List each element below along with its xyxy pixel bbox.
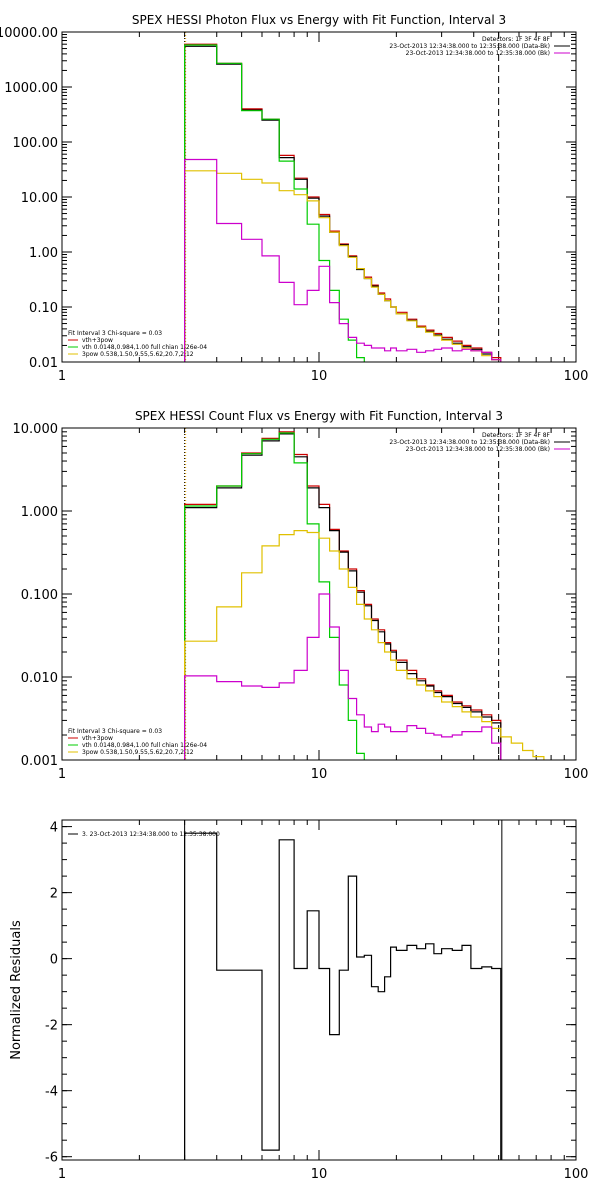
- photon-legend-left-text: vth+3pow: [82, 337, 113, 344]
- count-legend-left-text: 3pow 0.538,1.50,9.55,5.62,20.7,2.12: [82, 749, 194, 756]
- residual-plot-area: [184, 820, 503, 1160]
- photon-legend-right-text: 23-Oct-2013 12:34:38.000 to 12:35:38.000…: [389, 43, 550, 50]
- count-series-4-line: [184, 593, 502, 760]
- residual-x-tick-label: 100: [564, 1167, 589, 1182]
- count-legend-left-text: vth+3pow: [82, 735, 113, 742]
- residual-x-tick-label: 1: [58, 1167, 66, 1182]
- count-y-axis: 0.001 0.010 0.100 1.000 10.000: [13, 422, 576, 769]
- count-legend-left-text: vth 0.0148,0.984,1.00 full chian 1.26e-0…: [82, 742, 207, 749]
- photon-x-tick-label: 100: [564, 369, 589, 384]
- count-y-tick-label: 1.000: [21, 505, 58, 520]
- photon-y-tick-label: 0.10: [29, 301, 58, 316]
- count-legend-right-text: 23-Oct-2013 12:34:38.000 to 12:35:38.000…: [406, 446, 550, 453]
- residual-y-axis-label: Normalized Residuals: [9, 920, 24, 1060]
- residual-y-tick-label: -2: [45, 1019, 58, 1034]
- photon-series-2-line: [184, 44, 365, 362]
- photon-series-3-line: [184, 170, 502, 362]
- photon-y-tick-label: 100.00: [13, 136, 59, 151]
- photon-series-0-line: [184, 43, 502, 362]
- count-y-tick-label: 0.001: [21, 754, 58, 769]
- count-plot-frame: [61, 427, 577, 761]
- residual-series-0-line: [184, 832, 502, 1160]
- photon-y-tick-label: 1000.00: [4, 81, 58, 96]
- residual-x-tick-label: 10: [311, 1167, 328, 1182]
- residual-y-axis: -6 -4 -2 0 2 4: [45, 821, 576, 1166]
- photon-series-4-line: [184, 158, 502, 362]
- photon-plot-frame: [61, 31, 577, 363]
- photon-legend-left-text: vth 0.0148,0.984,1.00 full chian 1.26e-0…: [82, 344, 207, 351]
- count-x-tick-label: 1: [58, 767, 66, 782]
- photon-series-1-line: [184, 45, 502, 362]
- photon-legend-left-text: Fit Interval 3 Chi-square = 0.03: [68, 330, 162, 337]
- residual-plot-frame: [61, 819, 577, 1161]
- photon-y-tick-label: 10000.00: [0, 26, 58, 41]
- photon-chart-title: SPEX HESSI Photon Flux vs Energy with Fi…: [132, 13, 506, 27]
- residual-legend-left-text: 3. 23-Oct-2013 12:34:38.000 to 12:35:38.…: [82, 831, 220, 838]
- count-series-1-line: [184, 433, 502, 760]
- residual-y-tick-label: 2: [50, 887, 58, 902]
- count-x-tick-label: 10: [311, 767, 328, 782]
- residual-x-axis: 1 10 100: [58, 820, 589, 1182]
- count-plot-area: [184, 428, 545, 760]
- photon-legend-right-text: Detectors: 1F 3F 4F 8F: [482, 36, 551, 43]
- count-series-0-line: [184, 431, 502, 760]
- count-legend-right-text: Detectors: 1F 3F 4F 8F: [482, 432, 551, 439]
- count-y-tick-label: 0.100: [21, 588, 58, 603]
- count-legend-left-text: Fit Interval 3 Chi-square = 0.03: [68, 728, 162, 735]
- photon-x-tick-label: 10: [311, 369, 328, 384]
- photon-y-tick-label: 1.00: [29, 246, 58, 261]
- count-y-tick-label: 0.010: [21, 671, 58, 686]
- count-flux-panel: SPEX HESSI Count Flux vs Energy with Fit…: [13, 409, 589, 782]
- count-x-tick-label: 100: [564, 767, 589, 782]
- residuals-panel: Normalized Residuals 1 10 100 -6 -4 -2 0 2 4 3. 23…: [9, 819, 589, 1182]
- photon-legend-left-text: 3pow 0.538,1.50,9.55,5.62,20.7,2.12: [82, 351, 194, 358]
- count-series-3-line: [184, 530, 545, 760]
- photon-y-axis: 0.01 0.10 1.00 10.00 100.00 1000.00 10000.00: [0, 26, 576, 371]
- photon-legend-right-text: 23-Oct-2013 12:34:38.000 to 12:35:38.000…: [406, 50, 550, 57]
- residual-y-tick-label: -6: [45, 1151, 58, 1166]
- photon-plot-area: [184, 32, 502, 362]
- photon-y-tick-label: 0.01: [29, 356, 58, 371]
- residual-y-tick-label: -4: [45, 1085, 58, 1100]
- photon-flux-panel: SPEX HESSI Photon Flux vs Energy with Fi…: [0, 13, 588, 384]
- count-legend-right-text: 23-Oct-2013 12:34:38.000 to 12:35:38.000…: [389, 439, 550, 446]
- residual-y-tick-label: 0: [50, 953, 58, 968]
- photon-x-tick-label: 1: [58, 369, 66, 384]
- residual-y-tick-label: 4: [50, 821, 58, 836]
- count-x-axis: 1 10 100: [58, 428, 589, 782]
- photon-y-tick-label: 10.00: [21, 191, 58, 206]
- count-series-2-line: [184, 432, 365, 760]
- count-chart-title: SPEX HESSI Count Flux vs Energy with Fit…: [135, 409, 503, 423]
- count-y-tick-label: 10.000: [13, 422, 59, 437]
